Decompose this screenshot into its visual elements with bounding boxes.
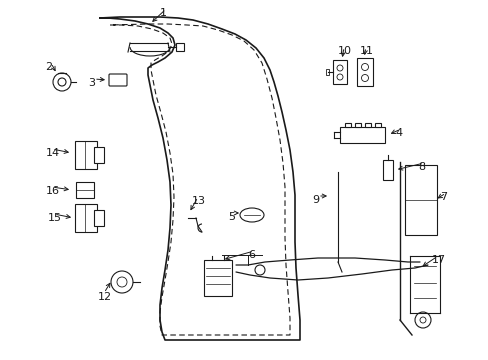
Text: 16: 16	[46, 186, 60, 196]
Text: 13: 13	[192, 196, 205, 206]
Circle shape	[117, 277, 127, 287]
Bar	[325, 69, 328, 75]
Bar	[364, 123, 370, 127]
Text: 1: 1	[160, 8, 167, 18]
Bar	[76, 182, 94, 198]
Text: 11: 11	[359, 46, 373, 56]
Circle shape	[58, 78, 66, 86]
Bar	[404, 165, 436, 235]
Bar	[332, 60, 346, 84]
Circle shape	[361, 75, 368, 81]
Circle shape	[336, 65, 342, 71]
Text: 10: 10	[337, 46, 351, 56]
Text: 2: 2	[45, 62, 52, 72]
Bar	[356, 58, 372, 86]
Text: 15: 15	[48, 213, 62, 223]
Circle shape	[414, 312, 430, 328]
Bar	[203, 260, 231, 296]
Text: 17: 17	[431, 255, 445, 265]
Bar	[374, 123, 380, 127]
Bar	[176, 43, 183, 51]
Text: 4: 4	[394, 128, 401, 138]
Text: 7: 7	[439, 192, 446, 202]
Circle shape	[111, 271, 133, 293]
Text: 14: 14	[46, 148, 60, 158]
Circle shape	[336, 74, 342, 80]
FancyBboxPatch shape	[109, 74, 127, 86]
Bar	[94, 210, 104, 226]
Text: 9: 9	[311, 195, 319, 205]
Ellipse shape	[240, 208, 264, 222]
Bar	[75, 141, 97, 169]
Circle shape	[254, 265, 264, 275]
Text: 3: 3	[88, 78, 95, 88]
Bar	[354, 123, 360, 127]
Text: 5: 5	[227, 212, 235, 222]
Bar	[75, 204, 97, 232]
Circle shape	[53, 73, 71, 91]
Bar	[339, 127, 384, 143]
Circle shape	[361, 63, 368, 71]
Circle shape	[419, 317, 425, 323]
Text: 12: 12	[98, 292, 112, 302]
Bar	[382, 160, 392, 180]
Bar	[345, 123, 350, 127]
Bar	[94, 147, 104, 163]
Text: 8: 8	[417, 162, 424, 172]
Text: 6: 6	[247, 250, 254, 260]
